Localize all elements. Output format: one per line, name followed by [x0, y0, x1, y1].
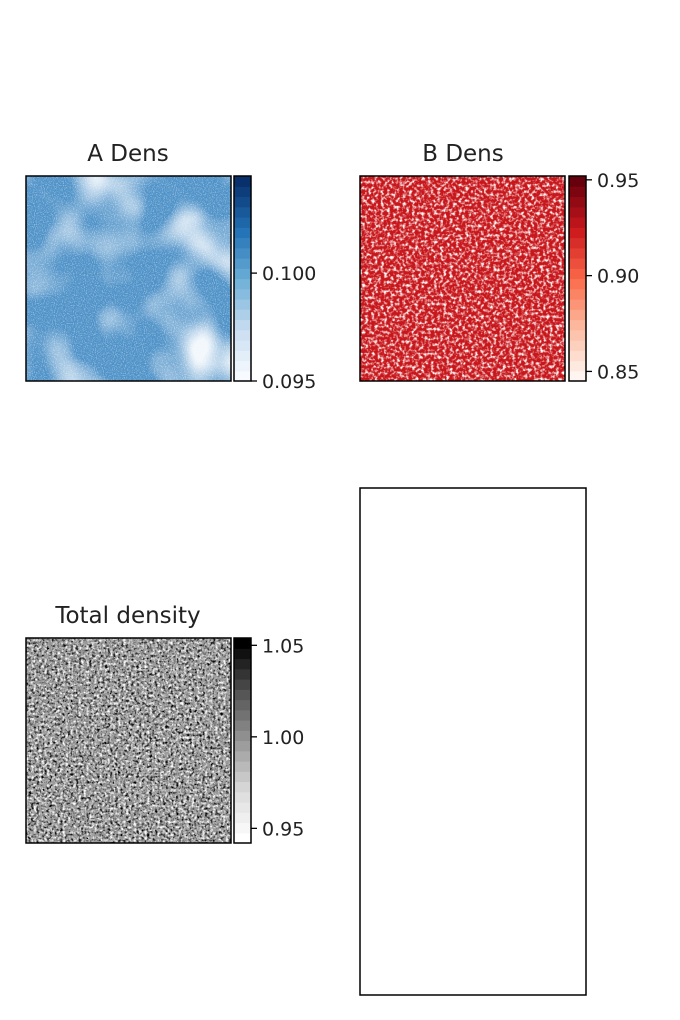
- colorbar-a-step: [234, 319, 251, 331]
- colorbar-b-tick-label: 0.90: [597, 266, 639, 288]
- colorbar-a-tick-label: 0.100: [262, 263, 316, 285]
- colorbar-b-step: [569, 217, 586, 228]
- colorbar-b-step: [569, 227, 586, 239]
- colorbar-total-step: [234, 812, 251, 824]
- colorbar-b-tick-label: 0.95: [597, 170, 639, 192]
- colorbar-total-step: [234, 648, 251, 660]
- colorbar-total-step: [234, 771, 251, 783]
- colorbar-total-tick-label: 1.05: [262, 635, 304, 657]
- colorbar-total-step: [234, 638, 251, 649]
- panel-b: B Dens 0.85 0.90 0.95: [359, 141, 639, 383]
- colorbar-a-step: [234, 288, 251, 300]
- panel-total-heatmap: [25, 637, 232, 844]
- panel-a-colorbar: 0.095 0.100: [233, 175, 316, 393]
- colorbar-b-step: [569, 186, 586, 198]
- empty-panel: [359, 487, 587, 996]
- colorbar-b-step: [569, 237, 586, 249]
- colorbar-total-step: [234, 822, 251, 834]
- colorbar-total-step: [234, 761, 251, 772]
- panel-total-title: Total density: [54, 603, 200, 629]
- colorbar-total-step: [234, 699, 251, 711]
- colorbar-a-step: [234, 309, 251, 321]
- colorbar-a-step: [234, 299, 251, 310]
- colorbar-total-step: [234, 668, 251, 680]
- colorbar-total-step: [234, 802, 251, 813]
- colorbar-total-step: [234, 781, 251, 793]
- panel-total-colorbar: 0.95 1.00 1.05: [233, 635, 304, 844]
- colorbar-a-step: [234, 370, 251, 382]
- colorbar-b-step: [569, 350, 586, 362]
- colorbar-a-tick-label: 0.095: [262, 371, 316, 393]
- colorbar-a-step: [234, 176, 251, 187]
- colorbar-a-step: [234, 340, 251, 351]
- colorbar-b-step: [569, 360, 586, 372]
- colorbar-total-step: [234, 720, 251, 731]
- colorbar-b-step: [569, 319, 586, 331]
- colorbar-a-step: [234, 350, 251, 362]
- colorbar-b-step: [569, 299, 586, 310]
- colorbar-total-tick-label: 1.00: [262, 727, 304, 749]
- colorbar-a-step: [234, 278, 251, 290]
- colorbar-a-step: [234, 196, 251, 208]
- colorbar-b-step: [569, 329, 586, 341]
- colorbar-total-step: [234, 740, 251, 752]
- colorbar-a-step: [234, 237, 251, 249]
- panel-a-heatmap: [25, 175, 232, 382]
- panel-b-colorbar: 0.85 0.90 0.95: [568, 170, 639, 383]
- panel-total: Total density 0.95 1.00 1.05: [25, 603, 304, 844]
- colorbar-b-tick-label: 0.85: [597, 361, 639, 383]
- colorbar-b-step: [569, 206, 586, 218]
- colorbar-total-step: [234, 832, 251, 844]
- colorbar-a-step: [234, 206, 251, 218]
- colorbar-total-step: [234, 658, 251, 670]
- colorbar-a-step: [234, 217, 251, 228]
- colorbar-b-step: [569, 309, 586, 321]
- colorbar-b-step: [569, 258, 586, 269]
- colorbar-a-step: [234, 258, 251, 269]
- colorbar-b-step: [569, 340, 586, 351]
- colorbar-a-step: [234, 360, 251, 372]
- panel-a: A Dens 0.095 0.100: [25, 141, 316, 393]
- colorbar-total-step: [234, 709, 251, 721]
- colorbar-total-step: [234, 791, 251, 803]
- colorbar-b-step: [569, 247, 586, 259]
- panel-a-title: A Dens: [87, 141, 168, 167]
- colorbar-b-step: [569, 196, 586, 208]
- colorbar-a-step: [234, 227, 251, 239]
- colorbar-a-step: [234, 268, 251, 280]
- colorbar-total-step: [234, 679, 251, 690]
- colorbar-a-step: [234, 186, 251, 198]
- panel-b-heatmap: [359, 175, 566, 382]
- colorbar-total-tick-label: 0.95: [262, 818, 304, 840]
- colorbar-a-step: [234, 247, 251, 259]
- colorbar-total-step: [234, 750, 251, 762]
- colorbar-total-step: [234, 689, 251, 701]
- colorbar-b-step: [569, 370, 586, 382]
- colorbar-b-step: [569, 288, 586, 300]
- colorbar-b-step: [569, 268, 586, 280]
- colorbar-b-step: [569, 278, 586, 290]
- colorbar-a-step: [234, 329, 251, 341]
- colorbar-total-step: [234, 730, 251, 742]
- panel-b-title: B Dens: [422, 141, 504, 167]
- colorbar-b-step: [569, 176, 586, 187]
